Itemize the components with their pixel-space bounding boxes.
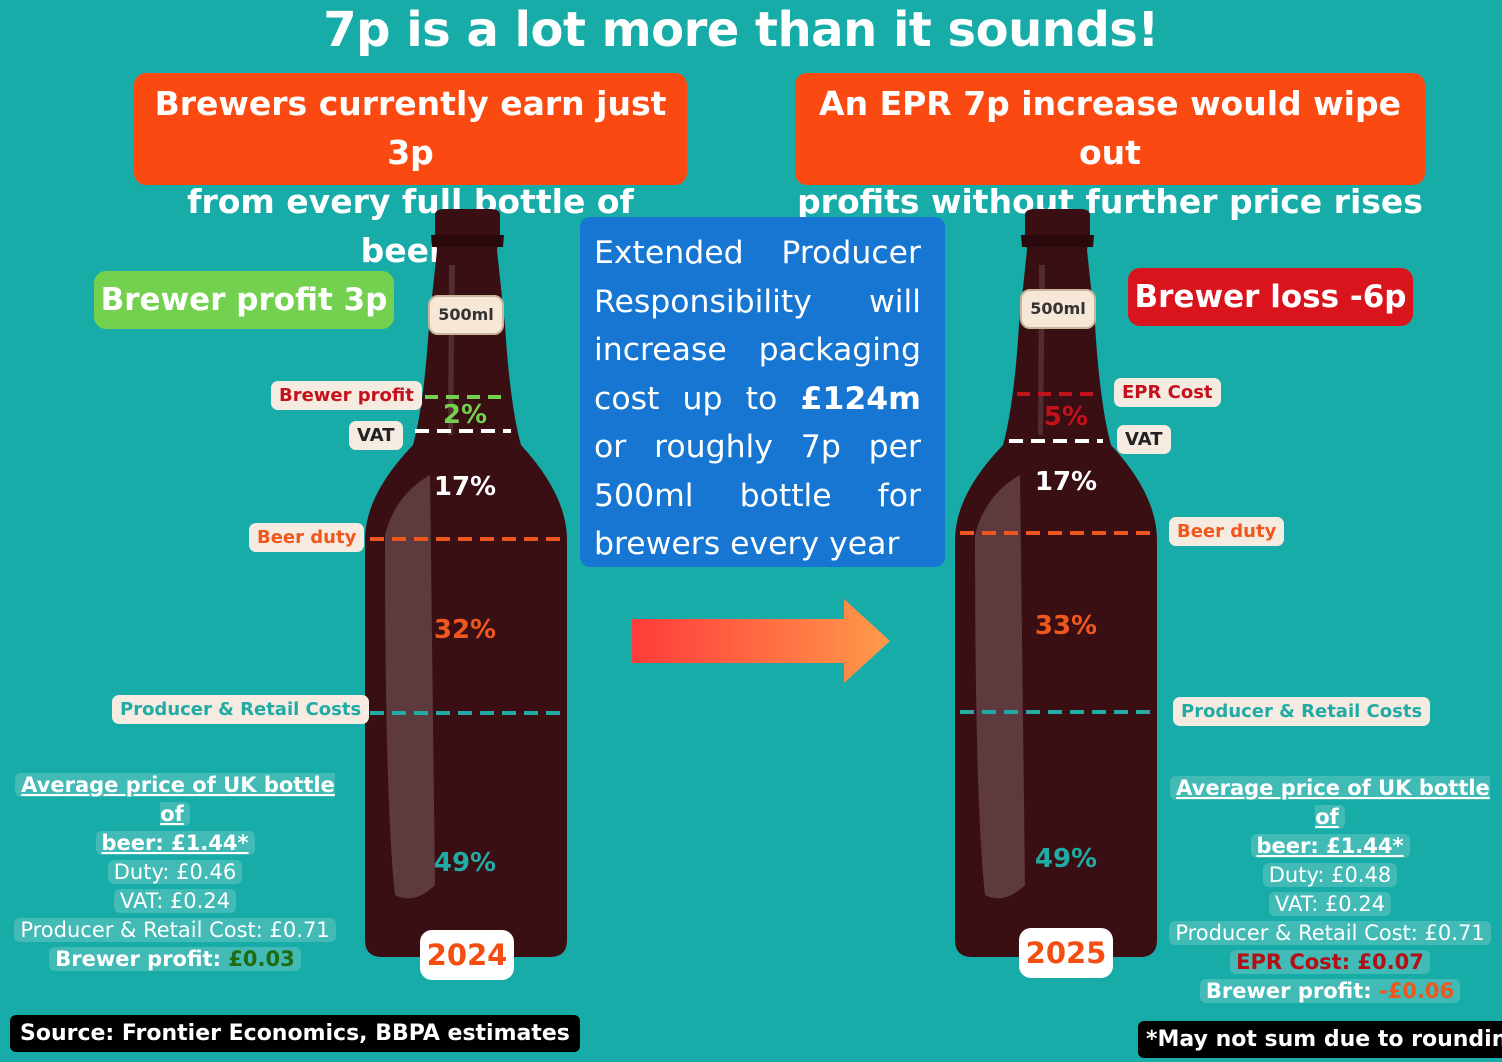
label-beer-duty-right: Beer duty bbox=[1169, 517, 1285, 546]
label-beer-duty-left: Beer duty bbox=[249, 523, 365, 552]
rounding-footnote: *May not sum due to rounding bbox=[1138, 1021, 1502, 1058]
summary-producer-right: Producer & Retail Cost: £0.71 bbox=[1169, 921, 1491, 945]
price-summary-2025: Average price of UK bottle of beer: £1.4… bbox=[1165, 774, 1495, 1006]
brewer-loss-pill: Brewer loss -6p bbox=[1128, 268, 1413, 326]
summary-profit-left: Brewer profit: £0.03 bbox=[49, 947, 301, 971]
label-epr-cost: EPR Cost bbox=[1114, 378, 1221, 407]
label-producer-retail-left: Producer & Retail Costs bbox=[112, 695, 370, 724]
summary-epr-right: EPR Cost: £0.07 bbox=[1230, 950, 1430, 974]
label-producer-retail-right: Producer & Retail Costs bbox=[1173, 697, 1431, 726]
page-title: 7p is a lot more than it sounds! bbox=[323, 2, 1159, 58]
summary-profit-label-left: Brewer profit: bbox=[55, 947, 229, 971]
epr-line-7: brewers every year bbox=[594, 526, 900, 562]
epr-highlight: £124m bbox=[800, 380, 922, 417]
bottle-size-label-2024: 500ml bbox=[428, 295, 504, 335]
summary-heading-left-1: Average price of UK bottle of bbox=[15, 773, 335, 826]
pct-duty-2024: 32% bbox=[433, 615, 497, 645]
pct-profit-2024: 2% bbox=[442, 400, 488, 430]
arrow-right-icon bbox=[632, 599, 890, 683]
summary-profit-value-left: £0.03 bbox=[228, 947, 295, 971]
label-vat-right: VAT bbox=[1117, 425, 1171, 454]
brewer-profit-pill: Brewer profit 3p bbox=[94, 271, 394, 329]
summary-heading-right-1: Average price of UK bottle of bbox=[1170, 776, 1490, 829]
left-banner-line1: Brewers currently earn just 3p bbox=[154, 84, 667, 172]
epr-line-3: increase packaging bbox=[594, 332, 921, 368]
summary-heading-left-2: beer: £1.44* bbox=[95, 831, 255, 855]
pct-vat-2024: 17% bbox=[433, 472, 497, 502]
right-banner-line1: An EPR 7p increase would wipe out bbox=[819, 84, 1401, 172]
pct-duty-2025: 33% bbox=[1034, 611, 1098, 641]
left-banner: Brewers currently earn just 3p from ever… bbox=[134, 73, 687, 270]
summary-profit-label-right: Brewer profit: bbox=[1205, 979, 1379, 1003]
bottle-size-label-2025: 500ml bbox=[1020, 289, 1096, 329]
pct-epr-2025: 5% bbox=[1043, 402, 1089, 432]
year-badge-2025: 2025 bbox=[1019, 928, 1113, 978]
right-banner-line2: profits without further price rises bbox=[797, 182, 1423, 221]
label-vat-left: VAT bbox=[349, 421, 403, 450]
pct-producer-2024: 49% bbox=[433, 848, 497, 878]
label-brewer-profit: Brewer profit bbox=[271, 381, 422, 410]
epr-line-1: Extended Producer bbox=[594, 235, 921, 271]
epr-line-2: Responsibility will bbox=[594, 283, 921, 320]
epr-line-4: cost up to £124m bbox=[594, 375, 921, 424]
summary-profit-right: Brewer profit: -£0.06 bbox=[1199, 979, 1461, 1003]
pct-producer-2025: 49% bbox=[1034, 844, 1098, 874]
summary-duty-left: Duty: £0.46 bbox=[107, 860, 243, 884]
source-note: Source: Frontier Economics, BBPA estimat… bbox=[10, 1015, 580, 1052]
pct-vat-2025: 17% bbox=[1034, 467, 1098, 497]
epr-line-6: 500ml bottle for bbox=[594, 477, 921, 514]
summary-producer-left: Producer & Retail Cost: £0.71 bbox=[14, 918, 336, 942]
epr-line-4-text: cost up to bbox=[594, 380, 801, 417]
right-banner: An EPR 7p increase would wipe out profit… bbox=[795, 73, 1425, 221]
year-badge-2024: 2024 bbox=[420, 930, 514, 980]
epr-info-box: Extended Producer Responsibility will in… bbox=[580, 217, 945, 567]
summary-vat-right: VAT: £0.24 bbox=[1268, 892, 1392, 916]
epr-line-5: or roughly 7p per bbox=[594, 429, 921, 465]
summary-profit-value-right: -£0.06 bbox=[1378, 979, 1455, 1003]
summary-vat-left: VAT: £0.24 bbox=[113, 889, 237, 913]
summary-duty-right: Duty: £0.48 bbox=[1262, 863, 1398, 887]
summary-heading-right-2: beer: £1.44* bbox=[1250, 834, 1410, 858]
price-summary-2024: Average price of UK bottle of beer: £1.4… bbox=[10, 771, 340, 974]
